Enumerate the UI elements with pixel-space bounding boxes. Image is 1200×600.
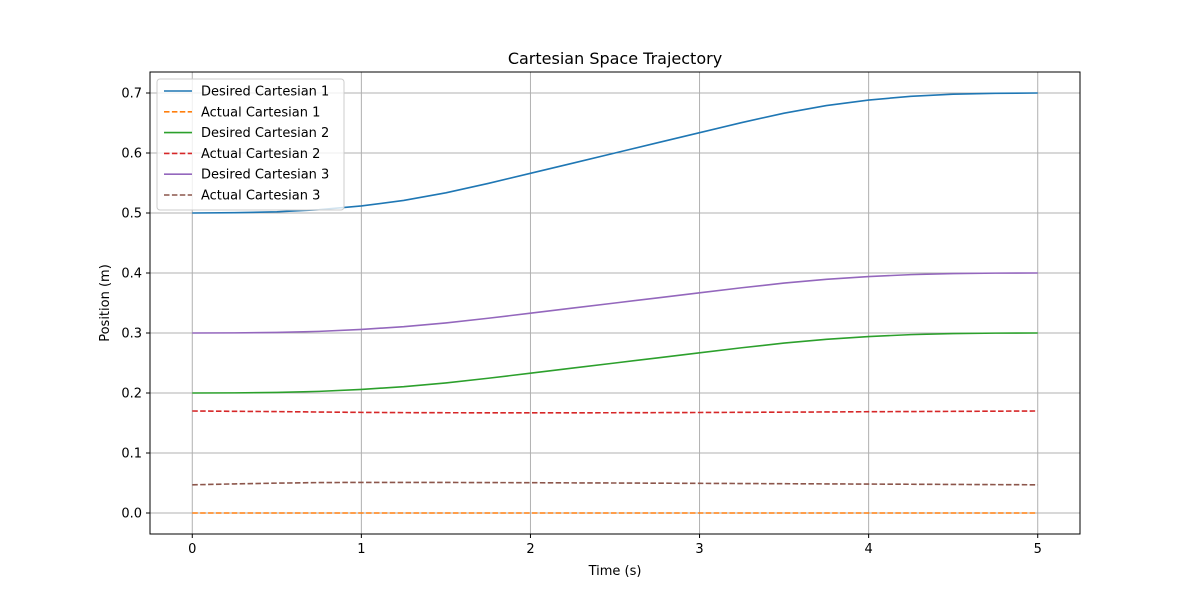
x-tick-label: 4 (864, 542, 872, 557)
series-line-3 (192, 332, 1038, 394)
y-tick-label: 0.7 (121, 87, 142, 102)
y-tick-label: 0.3 (121, 327, 142, 342)
x-tick-label: 0 (188, 542, 196, 557)
y-tick-label: 0.0 (121, 507, 142, 522)
plot-frame (149, 71, 1081, 535)
y-tick-label: 0.1 (121, 447, 142, 462)
axis-ticks: 0 1 2 3 4 5 0.0 0.1 0.2 0.3 0.4 0.5 0.6 0.7 (121, 87, 1042, 558)
series-lines (192, 92, 1038, 514)
y-axis-label: Position (m) (98, 264, 113, 342)
legend-label: Actual Cartesian 1 (201, 105, 320, 120)
grid-lines (150, 72, 1080, 534)
x-tick-label: 1 (357, 542, 365, 557)
y-tick-label: 0.6 (121, 147, 142, 162)
x-tick-label: 2 (526, 542, 534, 557)
legend-label: Desired Cartesian 1 (201, 85, 329, 100)
series-line-4 (192, 410, 1038, 414)
y-tick-label: 0.4 (121, 267, 142, 282)
legend-frame (156, 78, 345, 211)
series-line-6 (192, 481, 1038, 486)
legend-label: Desired Cartesian 2 (201, 126, 329, 141)
y-tick-label: 0.5 (121, 207, 142, 222)
chart-title: Cartesian Space Trajectory (508, 49, 722, 68)
legend-label: Desired Cartesian 3 (201, 168, 329, 183)
legend: Desired Cartesian 1 Actual Cartesian 1 Des… (156, 78, 345, 211)
y-tick-label: 0.2 (121, 387, 142, 402)
series-line-5 (192, 272, 1038, 334)
x-tick-label: 5 (1034, 542, 1042, 557)
legend-label: Actual Cartesian 3 (201, 189, 320, 204)
x-tick-label: 3 (695, 542, 703, 557)
x-axis-label: Time (s) (588, 564, 642, 579)
legend-label: Actual Cartesian 2 (201, 147, 320, 162)
